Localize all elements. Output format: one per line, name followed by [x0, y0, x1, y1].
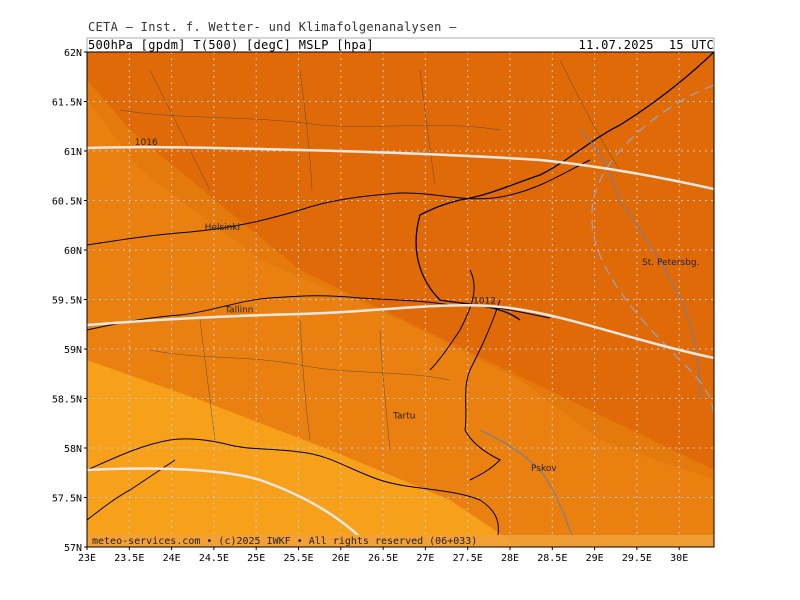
lon-tick-label: 23E — [78, 553, 96, 564]
lat-lon-grid — [87, 52, 714, 547]
isobar-1012 — [87, 304, 714, 360]
valid-time-label: 11.07.2025 15 UTC — [578, 38, 714, 52]
place-label: Tartu — [392, 411, 415, 421]
lat-tick-label: 59.5N — [52, 296, 82, 307]
lon-tick-label: 24.5E — [199, 553, 229, 564]
isobar-labels: 1016 1012 — [135, 138, 496, 306]
lon-tick-label: 26.5E — [368, 553, 398, 564]
lat-tick-label: 62N — [64, 48, 82, 59]
map-title: CETA — Inst. f. Wetter- und Klimafolgena… — [88, 20, 457, 34]
lat-tick-label: 57.5N — [52, 494, 82, 505]
isobar-value-label: 1012 — [473, 296, 496, 306]
place-label: Pskov — [531, 464, 557, 474]
lon-tick-label: 23.5E — [114, 553, 144, 564]
lat-tick-label: 59N — [64, 345, 82, 356]
lon-tick-label: 25E — [247, 553, 265, 564]
admin-borders — [119, 59, 621, 451]
lat-tick-label: 58.5N — [52, 395, 82, 406]
lon-tick-label: 30E — [670, 553, 688, 564]
place-label: Helsinki — [205, 223, 240, 233]
place-label: Tallinn — [224, 305, 253, 315]
national-border — [415, 52, 714, 321]
lon-tick-label: 29.5E — [622, 553, 652, 564]
admin-dashed-border — [591, 84, 714, 421]
lon-tick-label: 26E — [332, 553, 350, 564]
lon-tick-label: 29E — [586, 553, 604, 564]
credit-text: meteo-services.com • (c)2025 IWKF • All … — [92, 536, 477, 547]
lat-tick-label: 57N — [64, 543, 82, 554]
lake-peipus-shore — [429, 269, 475, 371]
lat-tick-label: 61.5N — [52, 98, 82, 109]
lon-tick-label: 28E — [501, 553, 519, 564]
river — [579, 129, 701, 401]
lon-tick-label: 24E — [163, 553, 181, 564]
lat-tick-label: 60N — [64, 246, 82, 257]
temp-band-warmest — [87, 360, 520, 547]
lon-tick-label: 28.5E — [537, 553, 567, 564]
lat-tick-label: 60.5N — [52, 197, 82, 208]
map-plot-area: 1016 1012 Helsinki Tallinn St. Petersbg. Tar… — [87, 52, 714, 547]
lat-tick-label: 58N — [64, 444, 82, 455]
isobars — [87, 145, 714, 547]
longitude-ticks: 23E 23.5E 24E 24.5E 25E 25.5E 26E 26.5E 27E 27.5E… — [78, 547, 688, 564]
lat-tick-label: 61N — [64, 147, 82, 158]
coastlines — [87, 159, 591, 536]
isobar-south — [87, 467, 371, 547]
place-labels: Helsinki Tallinn St. Petersbg. Tartu Pskov — [205, 223, 700, 474]
isobar-value-label: 1016 — [135, 138, 158, 148]
credit-strip — [87, 535, 714, 547]
river-2 — [479, 429, 576, 546]
isobar-1016 — [87, 145, 714, 191]
header-frame — [86, 37, 715, 53]
lon-tick-label: 27.5E — [453, 553, 483, 564]
latitude-ticks: 62N 61.5N 61N 60.5N 60N 59.5N 59N 58.5N 58N 57.5N… — [52, 48, 87, 554]
lon-tick-label: 25.5E — [283, 553, 313, 564]
lon-tick-label: 27E — [416, 553, 434, 564]
place-label: St. Petersbg. — [642, 258, 699, 268]
map-parameters-label: 500hPa [gpdm] T(500) [degC] MSLP [hpa] — [88, 38, 374, 52]
